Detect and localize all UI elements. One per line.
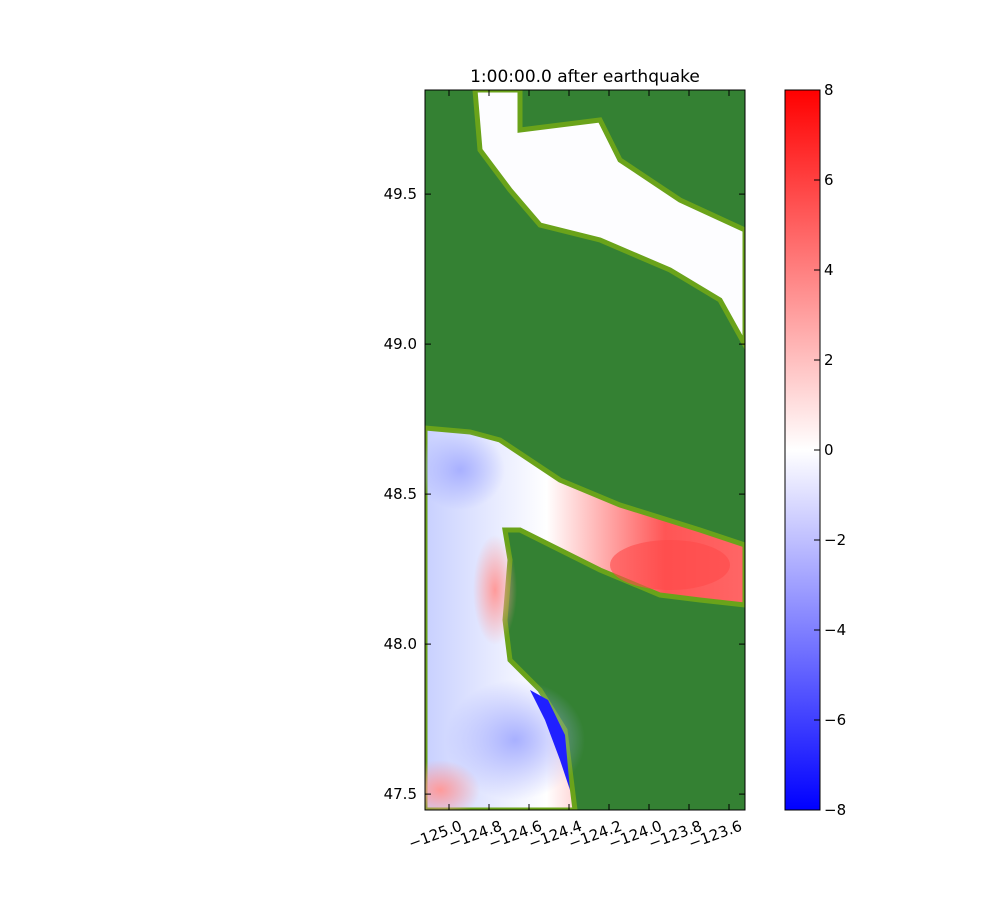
positive-anomaly xyxy=(473,535,517,645)
y-tick-label: 48.5 xyxy=(384,485,417,503)
strait-of-georgia xyxy=(472,90,745,351)
colorbar-tick-label: −4 xyxy=(824,621,846,639)
positive-anomaly xyxy=(425,760,480,810)
plot-frame xyxy=(424,89,746,811)
y-tick-label: 49.0 xyxy=(384,335,417,353)
y-tick-label: 49.5 xyxy=(384,185,417,203)
negative-anomaly xyxy=(425,430,505,510)
y-tick-label: 47.5 xyxy=(384,785,417,803)
y-tick-label: 48.0 xyxy=(384,635,417,653)
positive-anomaly xyxy=(610,540,730,590)
colorbar-tick-label: −2 xyxy=(824,531,846,549)
negative-anomaly xyxy=(530,690,570,790)
colorbar-tick-label: 0 xyxy=(824,441,834,459)
chart-title: 1:00:00.0 after earthquake xyxy=(470,67,700,87)
colorbar-tick-label: −6 xyxy=(824,711,846,729)
colorbar-tick-label: −8 xyxy=(824,801,846,819)
colorbar-tick-label: 4 xyxy=(824,261,834,279)
map-field xyxy=(425,90,745,810)
colorbar-tick-label: 8 xyxy=(824,81,834,99)
colorbar-tick-label: 2 xyxy=(824,351,834,369)
colorbar-tick-label: 6 xyxy=(824,171,834,189)
